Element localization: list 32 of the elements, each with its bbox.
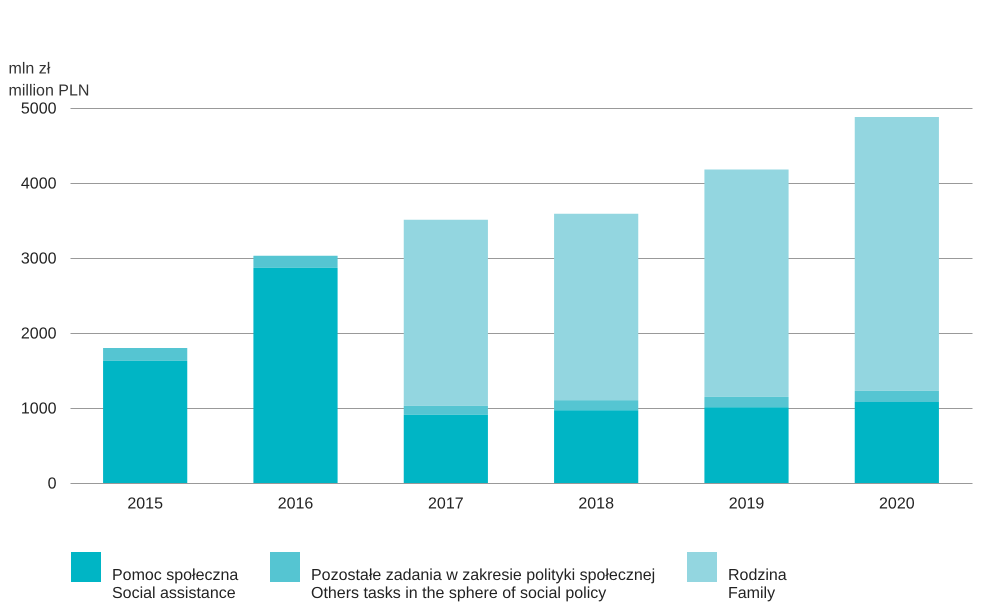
y-tick-label: 0 <box>48 476 57 492</box>
bar <box>854 117 939 391</box>
bar <box>253 256 338 268</box>
bar <box>103 360 188 483</box>
y-axis-title: mln zł million PLN <box>8 60 90 100</box>
bar <box>404 414 488 483</box>
y-tick-label: 3000 <box>20 250 57 268</box>
x-tick-label: 2019 <box>728 496 764 512</box>
y-tick-label: 5000 <box>20 100 57 118</box>
bar <box>554 400 638 410</box>
y-tick-label: 4000 <box>20 176 57 192</box>
x-tick-label: 2018 <box>578 496 614 512</box>
bar <box>253 268 338 483</box>
bar <box>554 214 638 400</box>
bar <box>404 220 488 406</box>
bar <box>103 348 188 361</box>
x-tick-label: 2015 <box>127 496 164 512</box>
bar <box>704 407 789 483</box>
bar <box>854 390 939 402</box>
y-tick-label: 1000 <box>20 400 57 418</box>
x-tick-label: 2016 <box>278 496 314 512</box>
x-tick-label: 2020 <box>879 496 915 512</box>
bar <box>704 396 789 408</box>
bar <box>404 406 488 415</box>
x-tick-label: 2017 <box>428 496 464 512</box>
legend-label: Pomoc społeczna Social assistance <box>112 567 238 602</box>
legend-label: Pozostałe zadania w zakresie polityki społecznej Others tasks in the sphere of social policy <box>311 567 656 602</box>
bar <box>704 170 789 397</box>
legend-label: Rodzina Family <box>728 567 787 602</box>
bar <box>554 410 638 483</box>
bar <box>854 402 939 483</box>
y-tick-label: 2000 <box>20 326 57 342</box>
